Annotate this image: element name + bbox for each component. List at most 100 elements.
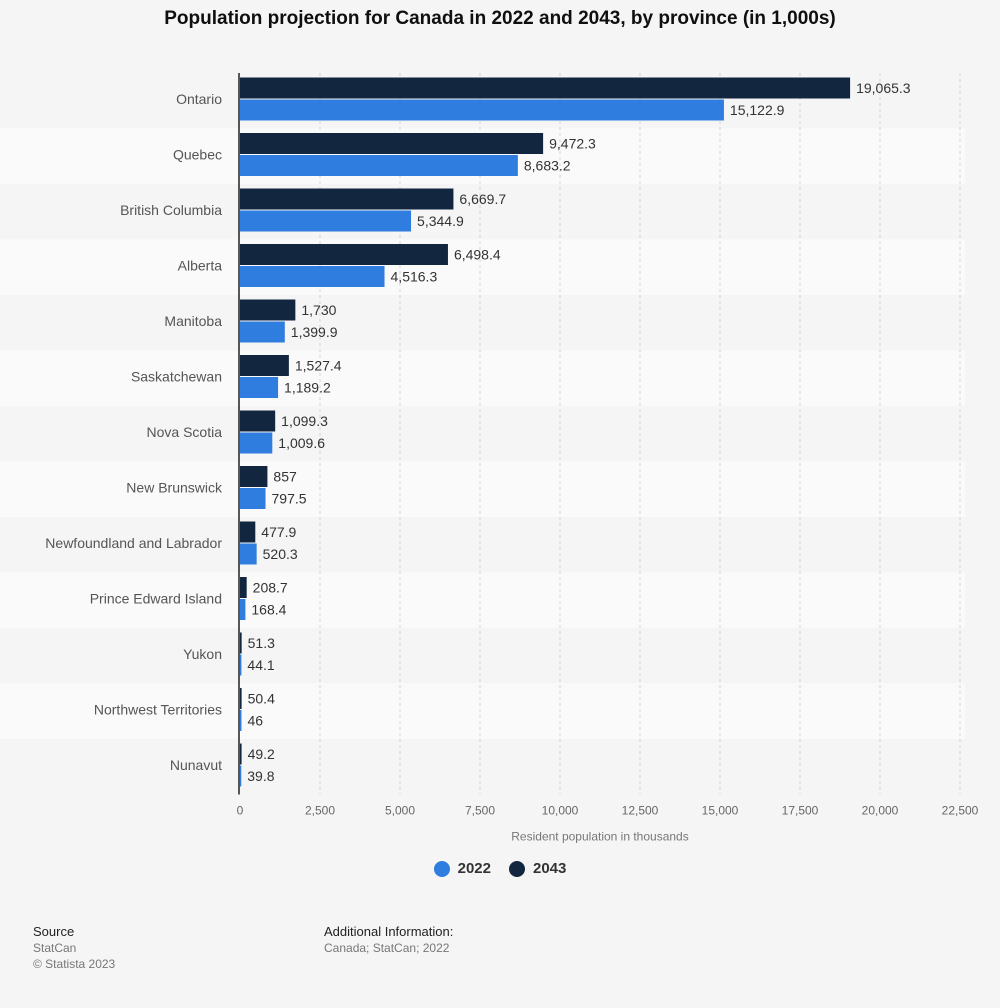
chart-title: Population projection for Canada in 2022… [164, 8, 836, 29]
bar-2022 [240, 432, 273, 454]
data-label: 6,669.7 [459, 191, 506, 207]
legend-item-2022[interactable]: 2022 [433, 860, 491, 877]
category-label: Newfoundland and Labrador [45, 535, 222, 551]
row-band [0, 350, 965, 406]
data-label: 50.4 [248, 691, 275, 707]
data-label: 857 [273, 469, 297, 485]
category-label: Yukon [183, 646, 222, 662]
data-label: 1,189.2 [284, 380, 331, 396]
additional-info-text: Canada; StatCan; 2022 [324, 941, 450, 955]
x-tick-label: 20,000 [862, 804, 899, 818]
data-label: 1,527.4 [295, 358, 342, 374]
category-label: Northwest Territories [94, 702, 222, 718]
bar-2043 [240, 188, 454, 210]
row-band [0, 739, 965, 795]
legend-label-2022: 2022 [457, 860, 491, 877]
row-band [0, 461, 965, 517]
bar-2043 [240, 133, 544, 154]
data-label: 5,344.9 [417, 213, 464, 229]
bar-2043 [240, 521, 256, 543]
bar-2043 [240, 355, 289, 376]
category-label: Nova Scotia [147, 424, 223, 440]
bar-2022 [240, 99, 724, 121]
data-label: 520.3 [263, 546, 298, 562]
additional-info-heading: Additional Information: [324, 924, 454, 939]
x-axis-title: Resident population in thousands [511, 830, 688, 844]
bar-2043 [240, 77, 851, 99]
x-tick-label: 5,000 [385, 804, 415, 818]
row-band [0, 572, 965, 628]
bar-2043 [240, 466, 268, 487]
data-label: 477.9 [261, 524, 296, 540]
copyright: © Statista 2023 [33, 957, 116, 971]
row-band [0, 406, 965, 462]
bar-2022 [240, 321, 285, 343]
data-label: 1,099.3 [281, 413, 328, 429]
data-label: 15,122.9 [730, 102, 785, 118]
source-heading: Source [33, 924, 75, 939]
data-label: 44.1 [247, 657, 274, 673]
bar-2022 [240, 654, 242, 676]
data-label: 9,472.3 [549, 136, 596, 152]
data-label: 6,498.4 [454, 247, 501, 263]
category-label: Prince Edward Island [90, 591, 222, 607]
category-label: Manitoba [164, 313, 222, 329]
bar-2043 [240, 688, 242, 709]
row-band [0, 295, 965, 351]
additional-info-block: Additional Information: Canada; StatCan;… [324, 924, 453, 956]
data-label: 1,730 [301, 302, 336, 318]
x-tick-label: 15,000 [702, 804, 739, 818]
data-label: 797.5 [272, 491, 307, 507]
row-band [0, 239, 965, 295]
x-tick-label: 12,500 [622, 804, 659, 818]
row-band [0, 628, 965, 684]
data-label: 208.7 [253, 580, 288, 596]
bar-2022 [240, 765, 242, 787]
data-label: 49.2 [248, 746, 275, 762]
row-band [0, 184, 965, 240]
category-label: Ontario [176, 91, 222, 107]
source-block: Source StatCan © Statista 2023 [33, 924, 115, 972]
legend-item-2043[interactable]: 2043 [509, 860, 566, 877]
bar-2022 [240, 210, 412, 232]
row-band [0, 517, 965, 573]
data-label: 1,009.6 [278, 435, 325, 451]
bar-2043 [240, 632, 242, 654]
category-label: Nunavut [170, 757, 222, 773]
bar-2022 [240, 377, 279, 398]
category-label: British Columbia [120, 202, 222, 218]
bar-2022 [240, 543, 257, 565]
bar-2043 [240, 299, 296, 321]
data-label: 8,683.2 [524, 158, 571, 174]
legend-marker-2022 [433, 860, 450, 877]
bar-2043 [240, 410, 276, 432]
bar-2022 [240, 266, 385, 287]
row-band [0, 683, 965, 739]
legend: 2022 2043 [0, 860, 1000, 877]
bar-2022 [240, 599, 246, 620]
bar-chart: 19,065.3 15,122.9 Ontario 9,472.3 8,683.2 Que… [0, 73, 979, 844]
bar-2022 [240, 488, 266, 509]
legend-label-2043: 2043 [533, 860, 567, 877]
category-label: Saskatchewan [131, 369, 222, 385]
bar-2022 [240, 710, 242, 731]
x-tick-label: 17,500 [782, 804, 819, 818]
data-label: 19,065.3 [856, 80, 911, 96]
x-tick-label: 2,500 [305, 804, 335, 818]
data-label: 168.4 [251, 602, 286, 618]
category-label: Alberta [178, 258, 223, 274]
data-label: 1,399.9 [291, 324, 338, 340]
bar-2022 [240, 155, 518, 176]
data-label: 46 [247, 713, 263, 729]
bar-2043 [240, 743, 242, 765]
category-label: New Brunswick [126, 480, 223, 496]
x-tick-label: 7,500 [465, 804, 495, 818]
data-label: 4,516.3 [391, 269, 438, 285]
bar-2043 [240, 577, 247, 598]
category-label: Quebec [173, 147, 222, 163]
x-tick-label: 22,500 [942, 804, 979, 818]
source-name[interactable]: StatCan [33, 941, 77, 955]
bar-2043 [240, 244, 448, 265]
x-tick-label: 0 [237, 804, 244, 818]
data-label: 39.8 [247, 768, 274, 784]
